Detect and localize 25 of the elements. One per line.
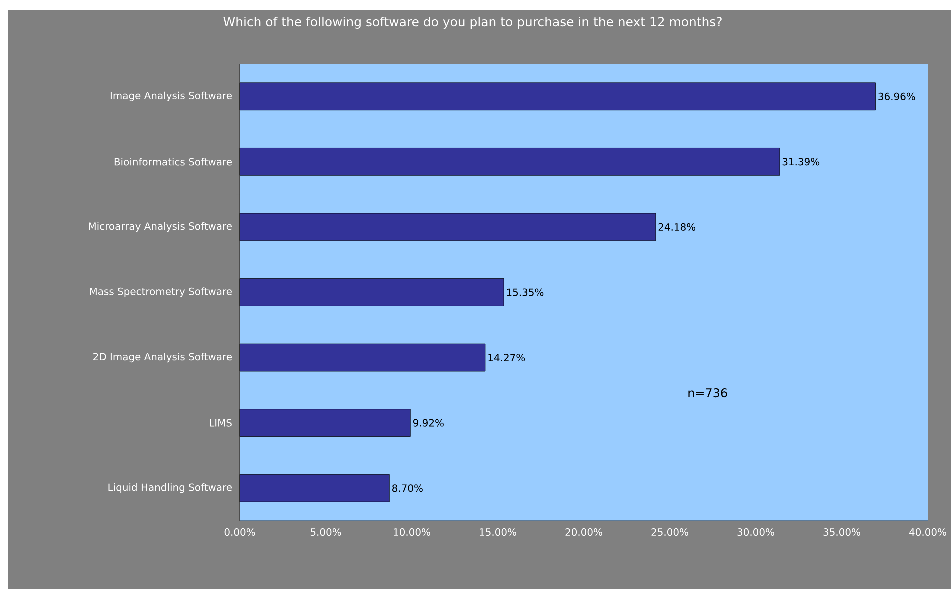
x-tick-label: 35.00%	[824, 528, 860, 536]
chart-title: Which of the following software do you plan to purchase in the next 12 months?	[224, 16, 722, 30]
x-tick-label: 25.00%	[652, 528, 688, 536]
x-tick-label: 30.00%	[738, 528, 774, 536]
data-label: 14.27%	[488, 354, 526, 362]
y-tick-label: Microarray Analysis Software	[89, 222, 232, 232]
x-tick-label: 40.00%	[909, 528, 946, 536]
data-label: 31.39%	[782, 158, 820, 166]
data-label: 36.96%	[878, 92, 916, 100]
data-label: 9.92%	[413, 419, 444, 427]
data-label: 15.35%	[507, 288, 544, 296]
x-tick-label: 10.00%	[394, 528, 430, 536]
y-tick-label: 2D Image Analysis Software	[94, 352, 232, 363]
y-tick-label: Image Analysis Software	[110, 92, 232, 102]
y-tick-label: Mass Spectrometry Software	[90, 288, 232, 298]
data-label: 8.70%	[392, 484, 423, 492]
annotation: n=736	[688, 388, 728, 398]
x-tick-label: 0.00%	[224, 528, 256, 536]
y-tick-label: LIMS	[210, 419, 232, 427]
data-label: 24.18%	[658, 223, 696, 231]
y-tick-label: Liquid Handling Software	[108, 484, 232, 494]
x-tick-label: 20.00%	[566, 528, 602, 536]
y-tick-label: Bioinformatics Software	[114, 158, 232, 166]
x-tick-label: 15.00%	[480, 528, 516, 536]
x-tick-label: 5.00%	[310, 528, 342, 536]
